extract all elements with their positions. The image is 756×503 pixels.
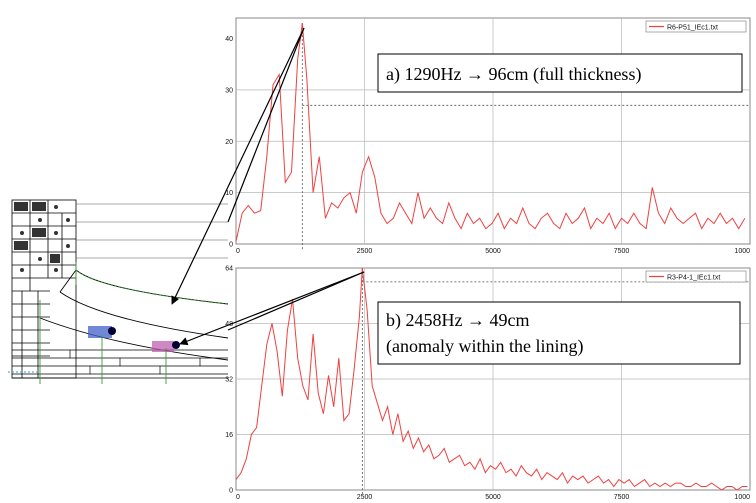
cross-section-schematic — [8, 199, 229, 384]
wall-blocks — [11, 199, 77, 379]
bottom-chart-y-tick-label: 16 — [225, 432, 233, 439]
anomaly-dot-pink — [172, 341, 180, 349]
bottom-chart-annotation-box: b) 2458Hz → 49cm (anomaly within the lin… — [377, 301, 741, 365]
bottom-chart-legend: R3-P4-1_IEc1.txt — [645, 270, 747, 283]
top-chart-annotation: a) 1290Hz → 96cm (full thickness) — [386, 64, 641, 85]
top-chart: 0 10 20 30 40 0 2500 5000 7500 1000 R6-P51_IEc1.… — [225, 17, 751, 255]
top-chart-series-line — [235, 23, 746, 242]
bottom-chart-annotation-line-2: (anomaly within the lining) — [386, 336, 583, 357]
top-chart-legend-label: R6-P51_IEc1.txt — [667, 25, 718, 32]
bottom-chart-x-tick-label: 2500 — [357, 494, 373, 501]
wall-hatching — [14, 202, 70, 272]
base-courses — [12, 349, 228, 379]
bottom-chart-x-tick-label: 1000 — [734, 494, 750, 501]
top-chart-y-tick-label: 20 — [225, 139, 233, 146]
bottom-chart-legend-label: R3-P4-1_IEc1.txt — [667, 275, 720, 282]
lining-outer-dashed — [75, 269, 229, 305]
bottom-chart-x-ticks: 0 2500 5000 7500 1000 — [236, 494, 750, 501]
top-chart-x-tick-label: 2500 — [357, 248, 373, 255]
top-chart-y-tick-label: 30 — [225, 87, 233, 94]
bottom-chart-y-ticks: 016324864 — [225, 266, 233, 495]
bottom-chart-x-tick-label: 5000 — [485, 494, 501, 501]
bottom-chart-y-tick-label: 64 — [225, 266, 233, 273]
top-chart-y-tick-label: 10 — [225, 190, 233, 197]
bottom-chart-series-line — [235, 267, 748, 491]
anomaly-marker-blue — [88, 326, 112, 338]
top-chart-x-tick-label: 5000 — [485, 248, 501, 255]
top-chart-x-tick-label: 0 — [236, 248, 240, 255]
bottom-chart-x-tick-label: 7500 — [614, 494, 630, 501]
bottom-chart-y-tick-label: 0 — [229, 488, 233, 495]
top-chart-x-ticks: 0 2500 5000 7500 1000 — [236, 248, 750, 255]
bottom-chart-y-tick-label: 32 — [225, 377, 233, 384]
top-chart-x-tick-label: 1000 — [734, 248, 750, 255]
arrow-bottom-peak-to-lining — [227, 271, 365, 331]
reference-lines — [76, 203, 228, 259]
top-chart-annotation-box: a) 1290Hz → 96cm (full thickness) — [377, 53, 743, 93]
bottom-chart-x-tick-label: 0 — [236, 494, 240, 501]
survey-lines — [39, 262, 167, 384]
top-chart-y-tick-label: 40 — [225, 36, 233, 43]
arrow-bottom-peak-to-anomaly — [179, 271, 365, 346]
anomaly-marker-pink — [152, 341, 174, 352]
top-chart-y-ticks: 0 10 20 30 40 — [225, 36, 233, 248]
top-chart-y-tick-label: 0 — [229, 242, 233, 249]
bottom-chart-annotation-line-1: b) 2458Hz → 49cm — [386, 310, 529, 331]
anomaly-dot-blue — [108, 327, 116, 335]
arrow-top-peak-to-lining — [171, 27, 305, 305]
top-chart-x-tick-label: 7500 — [614, 248, 630, 255]
arrow-top-peak-to-wall — [227, 27, 305, 223]
top-chart-legend: R6-P51_IEc1.txt — [645, 20, 747, 33]
